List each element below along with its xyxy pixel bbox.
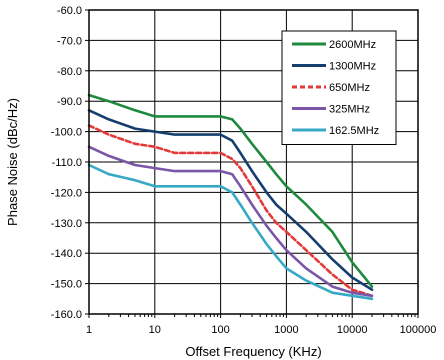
x-tick-label: 10000 xyxy=(337,324,368,336)
series-line-1300MHz xyxy=(87,109,374,292)
y-axis-ticks: -60.0 -70.0 -80.0 -90.0 -100.0 -110.0 -120.0 -1… xyxy=(51,5,89,321)
legend-label: 162.5MHz xyxy=(329,125,379,137)
x-axis-ticks: 1 10 100 1000 10000 100000 xyxy=(86,314,436,336)
y-tick-label: -110.0 xyxy=(52,157,82,169)
x-tick-label: 1 xyxy=(86,324,92,336)
legend-label: 325MHz xyxy=(329,104,370,116)
x-tick-label: 100000 xyxy=(400,324,437,336)
y-tick-label: -90.0 xyxy=(57,96,82,108)
series-line-2600MHz xyxy=(87,93,374,288)
y-tick-label: -150.0 xyxy=(51,279,82,291)
y-tick-label: -120.0 xyxy=(51,187,82,199)
y-tick-label: -70.0 xyxy=(57,35,82,47)
series-line-650MHz xyxy=(87,124,374,298)
x-tick-label: 1000 xyxy=(274,324,298,336)
series-line-162.5MHz xyxy=(87,163,374,301)
x-tick-label: 10 xyxy=(149,324,161,336)
series-lines xyxy=(87,93,374,301)
y-tick-label: -60.0 xyxy=(57,5,82,17)
legend-label: 2600MHz xyxy=(329,39,376,51)
y-tick-label: -80.0 xyxy=(57,66,82,78)
legend-label: 650MHz xyxy=(329,82,370,94)
x-tick-label: 100 xyxy=(211,324,229,336)
legend-label: 1300MHz xyxy=(329,61,376,73)
y-tick-label: -100.0 xyxy=(51,127,82,139)
y-tick-label: -140.0 xyxy=(51,248,82,260)
y-axis-title: Phase Noise (dBc/Hz) xyxy=(5,98,20,226)
legend: 2600MHz 1300MHz 650MHz 325MHz 162.5MHz xyxy=(281,30,397,145)
series-line-325MHz xyxy=(87,145,374,298)
y-tick-label: -160.0 xyxy=(51,309,82,321)
x-axis-title: Offset Frequency (KHz) xyxy=(185,344,321,359)
y-tick-label: -130.0 xyxy=(51,218,82,230)
